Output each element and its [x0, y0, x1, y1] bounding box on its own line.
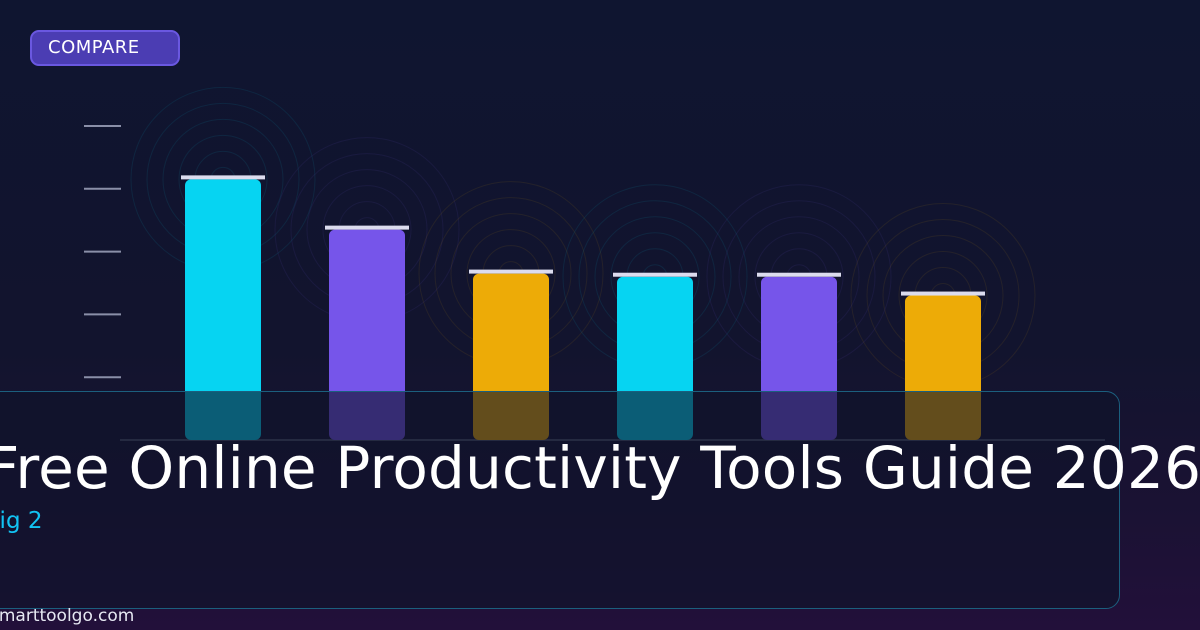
bar-cap	[469, 269, 553, 274]
compare-badge: COMPARE	[30, 30, 180, 66]
title-panel	[0, 391, 1120, 609]
page-title: Free Online Productivity Tools Guide 202…	[0, 434, 1200, 502]
bar-cap	[757, 272, 841, 277]
figure-label: Fig 2	[0, 508, 43, 534]
bar-cap	[325, 225, 409, 230]
site-url: smarttoolgo.com	[0, 606, 135, 626]
background-ring-pattern	[130, 86, 1036, 389]
bar	[329, 229, 405, 440]
bar-cap	[181, 175, 265, 180]
bar-cap	[901, 291, 985, 296]
bar-cap	[613, 272, 697, 277]
y-axis-ticks	[84, 125, 121, 379]
bar	[185, 179, 261, 440]
